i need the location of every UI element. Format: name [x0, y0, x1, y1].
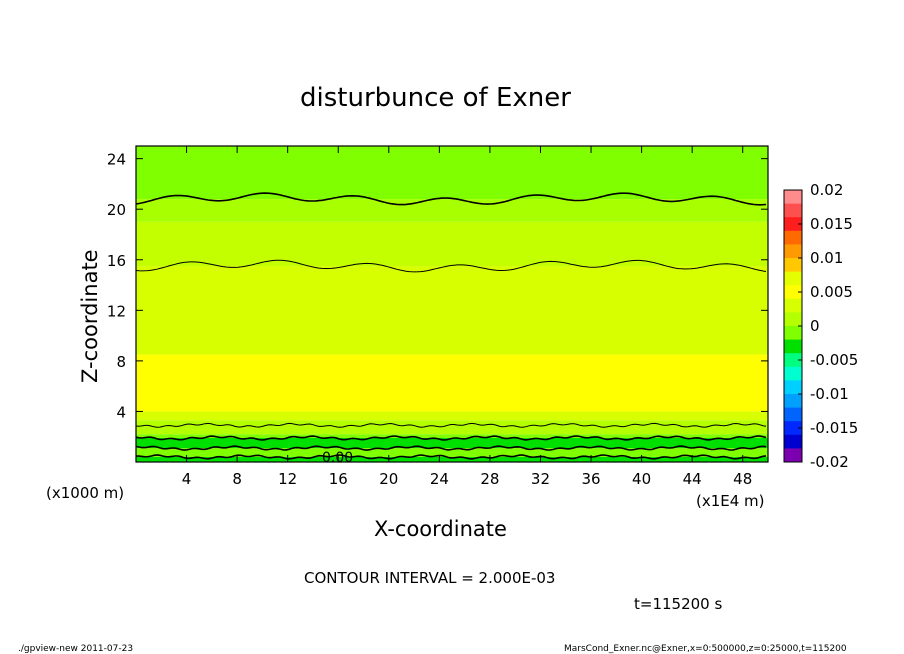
colorbar-tick-label: -0.01	[810, 385, 849, 403]
color-band-2	[136, 437, 768, 449]
contour-line-2	[135, 435, 767, 441]
colorbar-tick-label: 0.01	[810, 249, 843, 267]
color-band-3	[136, 434, 768, 438]
colorbar-segment	[784, 394, 802, 409]
colorbar-segment	[784, 326, 802, 341]
colorbar-segment	[784, 366, 802, 381]
contour-line-4	[135, 259, 767, 273]
color-band-9	[136, 199, 768, 222]
chart-title: disturbunce of Exner	[300, 83, 571, 113]
y-axis-ticks: 4 8 12 16 20 24	[107, 151, 768, 421]
contour-line-0	[135, 454, 767, 460]
color-bands	[136, 146, 768, 462]
color-band-6	[136, 354, 768, 412]
x-tick-label: 8	[232, 470, 242, 488]
x-tick-label: 40	[632, 470, 651, 488]
colorbar-segment	[784, 353, 802, 368]
colorbar-segment	[784, 203, 802, 218]
contour-line-1	[135, 445, 767, 451]
colorbar-segment	[784, 244, 802, 259]
color-band-1	[136, 448, 768, 457]
footer-right: MarsCond_Exner.nc@Exner,x=0:500000,z=0:2…	[564, 644, 847, 654]
x-tick-label: 28	[480, 470, 499, 488]
x-tick-label: 36	[581, 470, 600, 488]
colorbar-segment	[784, 298, 802, 313]
color-band-8	[136, 221, 768, 267]
y-tick-label: 16	[107, 252, 126, 270]
contour-interval-text: CONTOUR INTERVAL = 2.000E-03	[304, 569, 555, 587]
colorbar-tick-label: -0.02	[810, 453, 849, 471]
colorbar-segment	[784, 312, 802, 327]
y-axis-title: Z-coordinate	[78, 249, 102, 383]
x-axis-ticks: 4 8 12 16 20 24 28 32 36 40 44 48	[182, 146, 752, 488]
color-band-10	[136, 146, 768, 200]
y-tick-label: 4	[116, 403, 126, 421]
x-tick-label: 48	[733, 470, 752, 488]
colorbar-tick-label: -0.005	[810, 351, 858, 369]
contour-lines	[135, 192, 767, 460]
colorbar-segment	[784, 380, 802, 395]
y-tick-label: 24	[107, 151, 126, 169]
x-tick-label: 20	[379, 470, 398, 488]
x-tick-label: 16	[329, 470, 348, 488]
y-tick-label: 20	[107, 201, 126, 219]
colorbar-tick-label: 0.02	[810, 181, 843, 199]
x-tick-label: 4	[182, 470, 192, 488]
x-unit-label: (x1E4 m)	[696, 492, 765, 510]
footer-left: ./gpview-new 2011-07-23	[18, 644, 133, 654]
colorbar-segment	[784, 339, 802, 354]
plot-frame	[135, 145, 769, 463]
contour-label: 0.00	[322, 450, 353, 466]
colorbar-tick-label: -0.015	[810, 419, 858, 437]
x-tick-label: 24	[430, 470, 449, 488]
x-tick-label: 44	[683, 470, 702, 488]
colorbar-segment	[784, 407, 802, 422]
contour-line-3	[135, 422, 767, 428]
y-tick-label: 12	[107, 302, 126, 320]
colorbar-segment	[784, 421, 802, 436]
x-axis-title: X-coordinate	[374, 517, 507, 541]
colorbar: 0.02 0.015 0.01 0.005 0 -0.005 -0.01 -0.015 -0.0…	[783, 181, 858, 471]
contour-line-5	[135, 192, 767, 206]
colorbar-segment	[784, 190, 802, 205]
colorbar-tick-label: 0	[810, 317, 820, 335]
color-band-5	[136, 411, 768, 421]
colorbar-segment	[784, 285, 802, 300]
colorbar-segment	[784, 448, 802, 463]
x-tick-label: 12	[278, 470, 297, 488]
colorbar-tick-label: 0.005	[810, 283, 853, 301]
color-band-0	[136, 456, 768, 462]
colorbar-segment	[784, 434, 802, 449]
color-band-7	[136, 266, 768, 355]
y-unit-label: (x1000 m)	[46, 484, 124, 502]
colorbar-segment	[784, 217, 802, 232]
colorbar-segment	[784, 230, 802, 245]
y-tick-label: 8	[116, 353, 126, 371]
x-tick-label: 32	[531, 470, 550, 488]
color-band-4	[136, 420, 768, 435]
time-text: t=115200 s	[634, 595, 722, 613]
colorbar-segment	[784, 258, 802, 273]
colorbar-segment	[784, 271, 802, 286]
colorbar-tick-label: 0.015	[810, 215, 853, 233]
